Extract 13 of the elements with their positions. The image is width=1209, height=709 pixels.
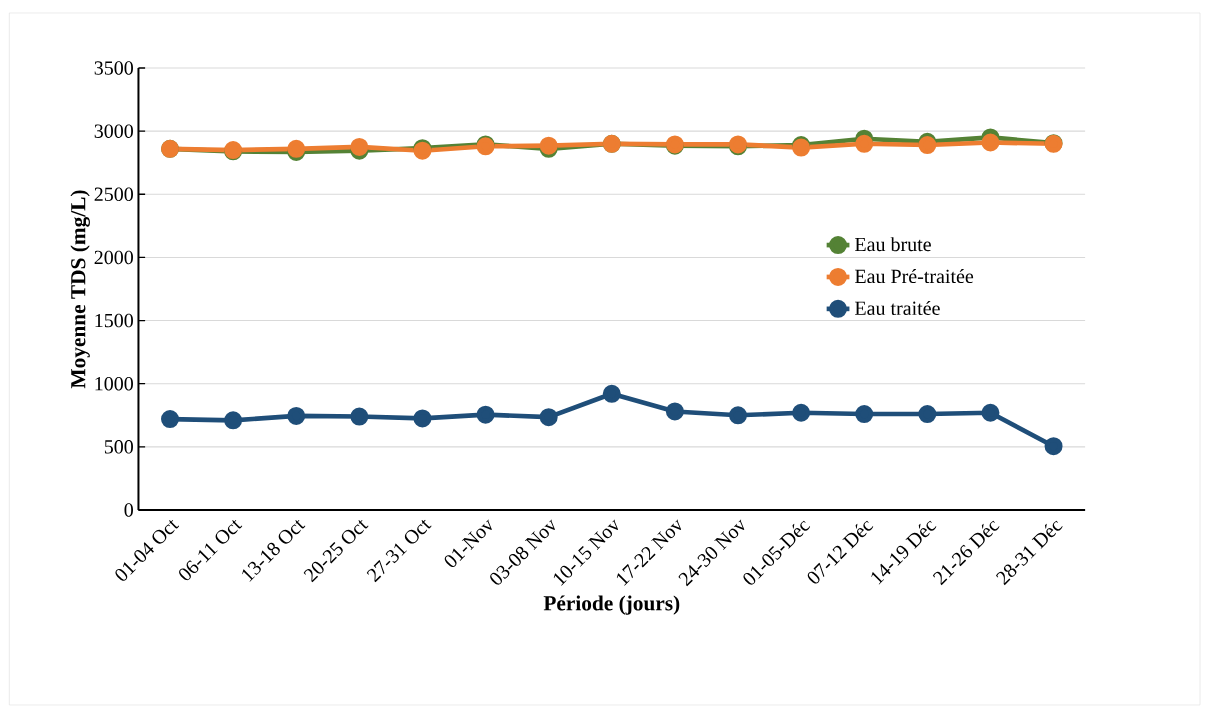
y-tick-label: 2500 [94, 187, 133, 202]
legend-label: Eau traitée [855, 300, 940, 316]
y-axis-title: Moyenne TDS (mg/L) [70, 190, 90, 389]
y-tick-label: 1500 [95, 313, 133, 328]
x-axis-title: Période (jours) [543, 595, 680, 615]
y-tick-label: 2000 [94, 250, 133, 265]
legend-label: Eau Pré-traitée [855, 269, 974, 284]
y-tick-label: 1000 [95, 376, 133, 391]
y-tick-label: 500 [104, 440, 133, 454]
y-tick-label: 3500 [94, 61, 133, 75]
y-tick-label: 3000 [94, 124, 133, 138]
legend-label: Eau brute [855, 237, 931, 252]
y-tick-label: 0 [124, 503, 133, 517]
